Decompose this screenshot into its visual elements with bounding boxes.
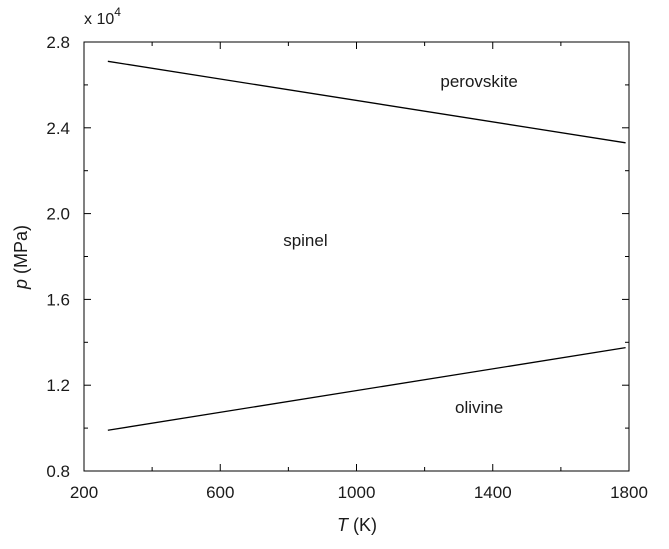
x-axis-label: T (K)	[337, 515, 377, 535]
y-tick-label: 1.6	[46, 290, 70, 309]
y-axis-ticks: 0.8 1.2 1.6 2.0 2.4 2.8	[46, 33, 629, 481]
y-tick-label: 2.4	[46, 119, 70, 138]
phase-boundaries	[107, 60, 626, 431]
x-tick-label: 200	[70, 483, 98, 502]
region-label-spinel: spinel	[283, 231, 327, 250]
plot-frame	[83, 41, 630, 472]
y-axis-label: p (MPa)	[11, 225, 31, 290]
x-tick-label: 1400	[474, 483, 512, 502]
spinel-perovskite-boundary-line	[107, 60, 626, 144]
y-tick-label: 1.2	[46, 376, 70, 395]
y-multiplier-label: x 104	[84, 5, 121, 28]
y-tick-label: 2.8	[46, 33, 70, 52]
region-label-perovskite: perovskite	[440, 72, 517, 91]
olivine-spinel-boundary-line	[107, 347, 626, 431]
y-tick-label: 0.8	[46, 462, 70, 481]
x-axis-ticks: 200 600 1000 1400 1800	[70, 42, 648, 502]
region-labels: perovskite spinel olivine	[283, 72, 518, 417]
x-tick-label: 600	[206, 483, 234, 502]
x-tick-label: 1800	[610, 483, 648, 502]
region-label-olivine: olivine	[455, 398, 503, 417]
x-tick-label: 1000	[338, 483, 376, 502]
y-tick-label: 2.0	[46, 205, 70, 224]
